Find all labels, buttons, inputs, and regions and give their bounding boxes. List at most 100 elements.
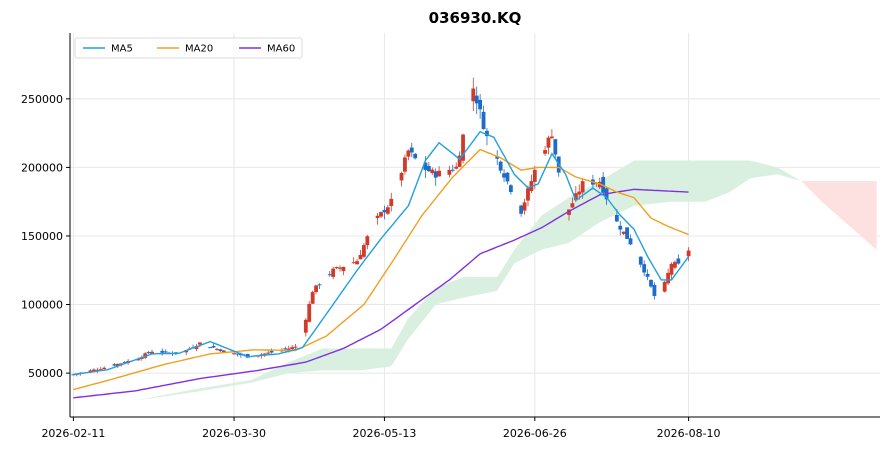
cloud-bearish-area <box>801 181 877 250</box>
candle-down <box>505 172 510 182</box>
candle-up <box>580 181 585 193</box>
candle-up <box>666 272 671 284</box>
candle-up <box>567 209 571 215</box>
candle-up <box>98 369 103 371</box>
candle-up <box>522 202 527 211</box>
ichimoku-cloud <box>73 160 877 401</box>
candle-up <box>375 215 380 219</box>
candle-down <box>146 352 151 354</box>
candle-down <box>160 350 165 353</box>
candle-up <box>385 207 390 214</box>
ma20-line <box>73 148 689 391</box>
ma5-line <box>73 130 690 376</box>
candle-up <box>197 342 202 345</box>
candle-down <box>122 362 127 364</box>
candle-up <box>365 236 370 246</box>
candle-down <box>628 238 633 245</box>
candle-up <box>334 266 339 269</box>
candle-up <box>232 353 236 355</box>
legend-label-ma20: MA20 <box>185 44 213 55</box>
candle-down <box>618 225 623 230</box>
candle-up <box>406 150 411 157</box>
candle-up <box>669 263 674 275</box>
candle-up <box>341 266 346 272</box>
candle-up <box>119 363 124 365</box>
candle-down <box>649 279 653 287</box>
candle-down <box>71 374 76 376</box>
candle-up <box>262 353 267 355</box>
candle-down <box>642 264 647 273</box>
candle-down <box>508 185 513 193</box>
candle-up <box>314 285 318 293</box>
candle-down <box>553 139 558 155</box>
candle-up <box>532 169 537 182</box>
candle-up <box>303 319 308 333</box>
chart-title: 036930.KQ <box>429 9 522 27</box>
moving-averages <box>73 130 690 399</box>
candle-down <box>317 284 322 286</box>
candle-up <box>115 363 120 367</box>
candle-down <box>112 364 117 366</box>
candle-up <box>399 172 404 181</box>
candle-down <box>283 348 288 350</box>
legend: MA5 MA20 MA60 <box>74 37 303 59</box>
candle-up <box>621 231 626 234</box>
candle-down <box>327 274 332 276</box>
candle-up <box>307 303 312 322</box>
candle-up <box>102 367 107 370</box>
candle-down <box>638 256 643 265</box>
candle-down <box>433 171 438 178</box>
x-tick-label: 2026-05-13 <box>352 427 416 440</box>
candle-up <box>454 166 459 169</box>
candle-up <box>290 347 295 350</box>
candle-up <box>437 170 442 177</box>
candle-up <box>662 281 667 292</box>
candle-up <box>686 250 691 257</box>
candle-down <box>163 351 168 353</box>
candle-down <box>218 349 223 352</box>
candle-up <box>362 245 366 257</box>
candle-up <box>221 350 226 353</box>
candle-down <box>474 95 479 104</box>
candle-up <box>310 292 315 304</box>
y-tick-label: 50000 <box>28 367 63 380</box>
y-tick-label: 250000 <box>21 93 63 106</box>
candle-up <box>355 261 359 265</box>
candle-down <box>645 273 650 277</box>
candle-down <box>413 153 418 159</box>
candle-down <box>519 205 524 214</box>
candle-up <box>570 203 575 208</box>
x-tick-label: 2026-03-30 <box>202 427 266 440</box>
candle-down <box>652 284 657 296</box>
candle-up <box>471 88 476 102</box>
legend-label-ma5: MA5 <box>111 44 133 55</box>
legend-box <box>74 37 303 59</box>
candle-down <box>676 258 681 264</box>
x-tick-label: 2026-02-11 <box>41 427 105 440</box>
ma60-line <box>73 188 689 399</box>
candle-up <box>351 262 356 264</box>
candle-down <box>502 173 506 178</box>
candle-up <box>546 137 551 148</box>
candle-down <box>235 353 240 355</box>
candle-up <box>573 193 578 201</box>
candle-down <box>495 156 500 159</box>
legend-label-ma60: MA60 <box>267 44 295 55</box>
candle-up <box>577 191 582 195</box>
plot-area: 50000 100000 150000 200000 250000 2026-02-11 2… <box>21 33 880 440</box>
candle-up <box>293 346 298 348</box>
y-tick-label: 200000 <box>21 161 63 174</box>
candle-up <box>389 198 394 207</box>
candle-down <box>625 227 629 239</box>
y-tick-label: 100000 <box>21 299 63 312</box>
candle-down <box>481 111 486 130</box>
candle-down <box>498 161 503 171</box>
candle-up <box>379 212 383 217</box>
candle-up <box>150 351 154 354</box>
candle-up <box>331 268 336 277</box>
candle-up <box>430 169 435 173</box>
candle-up <box>457 155 462 167</box>
candle-up <box>526 188 530 201</box>
candle-down <box>485 130 489 137</box>
